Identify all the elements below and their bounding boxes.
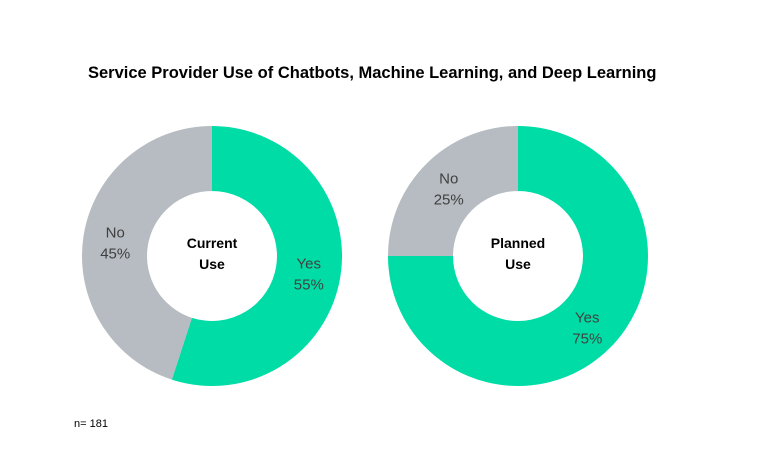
slice-label: No [439, 171, 458, 188]
slice-label: Yes [575, 309, 599, 326]
slice-value-label: 55% [294, 276, 324, 293]
slice-value-label: 25% [434, 192, 464, 209]
sample-size-note: n= 181 [74, 418, 108, 430]
center-label: Planned [491, 235, 545, 251]
chart-title: Service Provider Use of Chatbots, Machin… [88, 64, 657, 82]
slice-value-label: 45% [100, 246, 130, 263]
center-label: Current [187, 235, 238, 251]
donut-slice-yes [388, 126, 648, 386]
slice-label: Yes [297, 255, 321, 272]
center-label: Use [199, 256, 225, 272]
slice-label: No [106, 225, 125, 242]
center-label: Use [505, 256, 531, 272]
donut-slice-yes [171, 126, 342, 387]
donut-slice-no [388, 126, 518, 256]
donut-slice-no [81, 126, 212, 380]
slice-value-label: 75% [572, 330, 602, 347]
